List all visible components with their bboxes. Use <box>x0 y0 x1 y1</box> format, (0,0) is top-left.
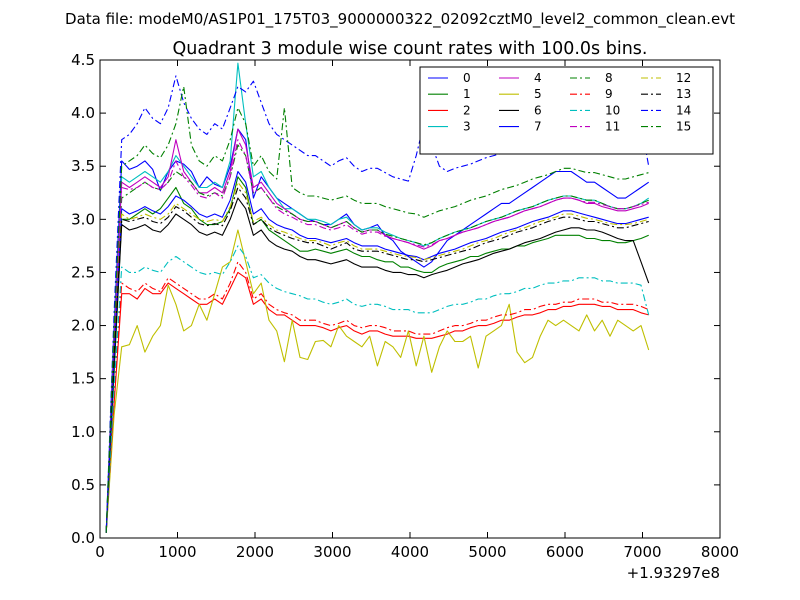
legend-label-3: 3 <box>463 120 471 134</box>
series-line-1 <box>105 176 649 533</box>
figure-suptitle: Data file: modeM0/AS1P01_175T03_90000003… <box>65 10 735 29</box>
series-line-14 <box>105 75 650 533</box>
y-tick-label: 0.5 <box>71 476 95 494</box>
x-tick-label: 3000 <box>313 543 351 561</box>
x-offset-label: +1.93297e8 <box>627 564 720 582</box>
chart-title: Quadrant 3 module wise count rates with … <box>173 39 648 59</box>
x-tick-label: 6000 <box>546 543 584 561</box>
legend-label-0: 0 <box>463 71 471 85</box>
y-tick-label: 0.0 <box>71 529 95 547</box>
series-line-13 <box>105 186 649 533</box>
series-line-9 <box>105 261 649 533</box>
y-tick-label: 1.0 <box>71 423 95 441</box>
x-tick-label: 4000 <box>391 543 429 561</box>
y-tick-label: 4.5 <box>71 51 95 69</box>
legend-label-9: 9 <box>605 87 613 101</box>
legend-label-14: 14 <box>676 103 691 117</box>
legend-label-1: 1 <box>463 87 471 101</box>
y-tick-label: 3.0 <box>71 210 95 228</box>
y-tick-label: 2.5 <box>71 263 95 281</box>
series-line-10 <box>105 245 650 533</box>
x-tick-label: 8000 <box>701 543 739 561</box>
y-axis: 0.0 0.5 1.0 1.5 2.0 2.5 3.0 3.5 4.0 4.5 <box>71 51 720 547</box>
x-tick-label: 2000 <box>236 543 274 561</box>
legend-label-11: 11 <box>605 120 620 134</box>
legend-label-8: 8 <box>605 71 613 85</box>
plot-frame <box>99 59 721 539</box>
y-tick-label: 3.5 <box>71 157 95 175</box>
legend-label-10: 10 <box>605 103 620 117</box>
series-line-0 <box>105 128 650 533</box>
x-tick-label: 5000 <box>468 543 506 561</box>
legend-box <box>419 66 714 155</box>
x-axis: 0 1000 2000 3000 4000 5000 6000 7000 8000 <box>95 60 739 561</box>
series-line-12 <box>105 181 649 533</box>
series-line-6 <box>105 197 650 533</box>
legend-label-15: 15 <box>676 120 691 134</box>
series-line-7 <box>105 170 649 533</box>
legend-label-4: 4 <box>534 71 542 85</box>
x-tick-label: 0 <box>95 543 105 561</box>
legend-label-13: 13 <box>676 87 691 101</box>
legend-label-12: 12 <box>676 71 691 85</box>
series-line-15 <box>105 86 649 533</box>
y-tick-label: 4.0 <box>71 104 95 122</box>
legend-label-7: 7 <box>534 120 542 134</box>
legend-label-2: 2 <box>463 103 471 117</box>
y-tick-label: 1.5 <box>71 370 95 388</box>
legend-label-6: 6 <box>534 103 542 117</box>
series-line-8 <box>105 144 649 533</box>
series-line-5 <box>105 229 650 533</box>
series-layer <box>105 62 650 533</box>
y-tick-label: 2.0 <box>71 317 95 335</box>
series-line-11 <box>105 139 649 533</box>
x-tick-label: 7000 <box>623 543 661 561</box>
x-tick-label: 1000 <box>158 543 196 561</box>
legend-label-5: 5 <box>534 87 542 101</box>
series-line-2 <box>105 271 649 533</box>
